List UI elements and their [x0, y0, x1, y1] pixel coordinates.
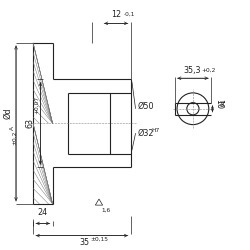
Text: +0,07: +0,07: [34, 96, 39, 114]
Text: 63: 63: [25, 118, 34, 128]
Text: H7: H7: [152, 128, 160, 133]
Text: 1,6: 1,6: [102, 208, 110, 212]
Text: Ø32: Ø32: [138, 129, 154, 138]
Text: 10: 10: [214, 99, 223, 109]
Text: 35,3: 35,3: [183, 66, 200, 74]
Text: 12: 12: [111, 10, 121, 19]
Text: 24: 24: [38, 208, 48, 217]
Text: Ød: Ød: [3, 108, 12, 120]
Text: 35: 35: [79, 238, 90, 247]
Text: Ø50: Ø50: [138, 102, 154, 111]
Text: +0,2: +0,2: [202, 68, 216, 73]
Text: A: A: [10, 126, 15, 130]
Text: ±0,2: ±0,2: [12, 131, 17, 145]
Text: -0,1: -0,1: [124, 12, 135, 17]
Text: P9: P9: [217, 100, 222, 108]
Text: ±0,15: ±0,15: [90, 236, 108, 241]
